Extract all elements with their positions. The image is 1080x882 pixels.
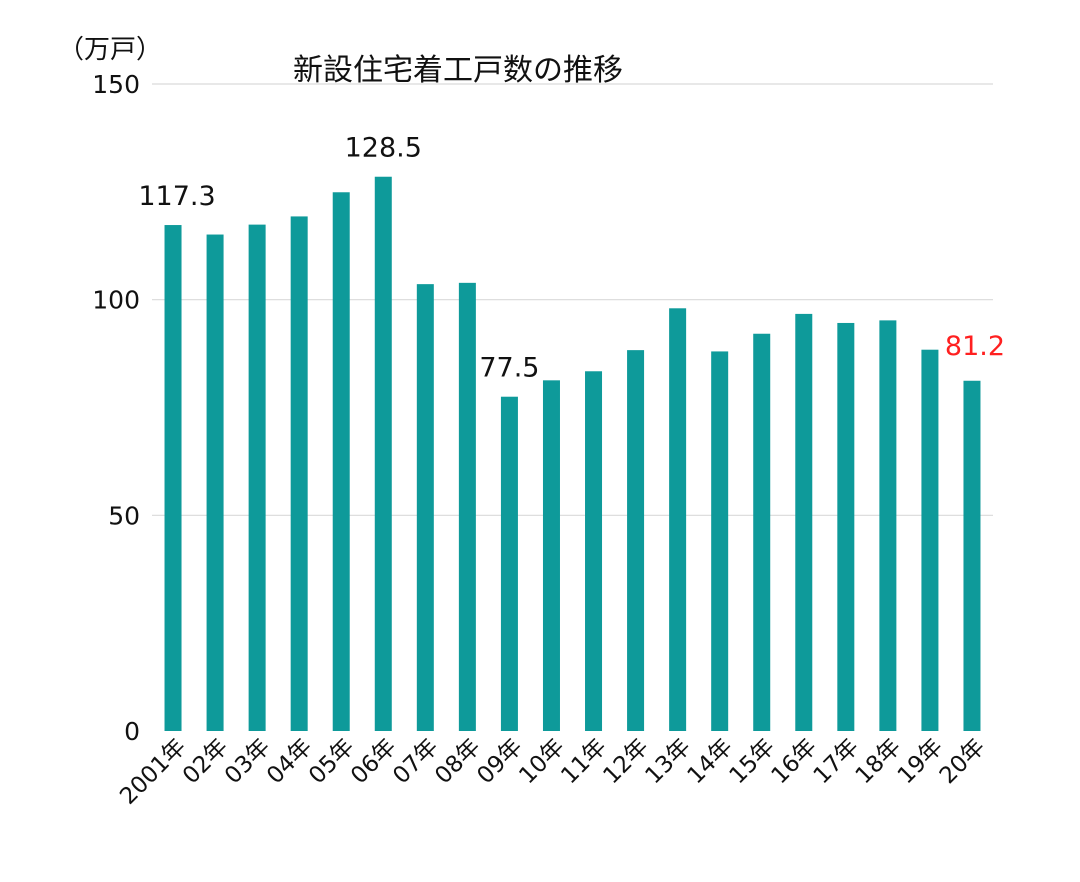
y-tick-label: 0 xyxy=(124,717,140,746)
x-tick-label: 16年 xyxy=(767,734,822,789)
data-label: 77.5 xyxy=(479,353,539,384)
bar xyxy=(711,351,729,731)
x-tick-label: 07年 xyxy=(388,734,443,789)
bar xyxy=(164,225,182,731)
data-label: 128.5 xyxy=(345,133,422,164)
bar xyxy=(458,282,476,731)
x-tick-label: 04年 xyxy=(262,734,317,789)
bar xyxy=(500,396,518,731)
bar xyxy=(837,322,855,731)
gridlines xyxy=(152,83,993,516)
x-tick-label: 08年 xyxy=(430,734,485,789)
x-tick-label: 12年 xyxy=(598,734,653,789)
x-tick-label: 03年 xyxy=(220,734,275,789)
x-tick-label: 20年 xyxy=(935,734,990,789)
bar xyxy=(627,350,645,731)
bar xyxy=(374,176,392,731)
x-tick-label: 02年 xyxy=(178,734,233,789)
x-tick-label: 09年 xyxy=(472,734,527,789)
x-tick-label: 19年 xyxy=(893,734,948,789)
y-axis-unit-label: （万戸） xyxy=(58,35,162,65)
x-tick-label: 18年 xyxy=(851,734,906,789)
x-tick-label: 11年 xyxy=(556,734,611,789)
x-tick-label: 05年 xyxy=(304,734,359,789)
bar xyxy=(921,349,939,731)
bar xyxy=(795,313,813,731)
bar xyxy=(585,371,603,731)
bar xyxy=(248,224,266,731)
bars xyxy=(164,176,981,732)
bar xyxy=(290,216,308,732)
x-tick-label: 06年 xyxy=(346,734,401,789)
data-label: 81.2 xyxy=(945,331,1005,362)
bar xyxy=(963,380,981,731)
bar xyxy=(206,234,224,731)
bar xyxy=(753,333,771,731)
x-tick-label: 17年 xyxy=(809,734,864,789)
bar xyxy=(669,308,687,731)
bar xyxy=(332,192,350,732)
data-label: 117.3 xyxy=(138,181,215,212)
x-tick-label: 14年 xyxy=(683,734,738,789)
chart-title: 新設住宅着工戸数の推移 xyxy=(293,53,623,88)
bar xyxy=(416,284,434,731)
y-axis-ticks: 0 50 100 150 xyxy=(92,70,140,746)
y-tick-label: 150 xyxy=(92,70,140,99)
y-tick-label: 100 xyxy=(92,286,140,315)
x-tick-label: 10年 xyxy=(514,734,569,789)
x-tick-label: 15年 xyxy=(725,734,780,789)
x-axis-ticks: 2001年02年03年04年05年06年07年08年09年10年11年12年13… xyxy=(115,734,990,810)
data-labels: 117.3 128.5 77.5 81.2 xyxy=(138,133,1005,384)
x-tick-label: 13年 xyxy=(641,734,696,789)
bar xyxy=(879,320,897,731)
bar xyxy=(542,380,560,731)
y-tick-label: 50 xyxy=(108,501,140,530)
